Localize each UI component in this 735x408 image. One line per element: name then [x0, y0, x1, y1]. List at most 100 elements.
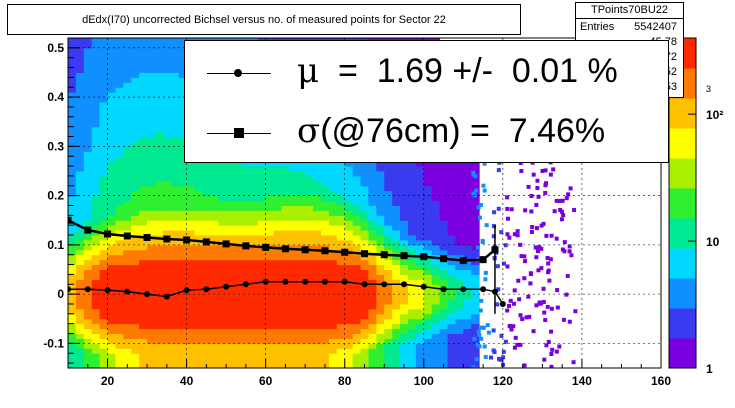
heatmap-cell — [218, 259, 227, 266]
heatmap-cell — [186, 225, 196, 231]
heatmap-cell — [83, 67, 93, 73]
heatmap-cell — [368, 190, 377, 197]
heatmap-cell — [407, 166, 417, 172]
heatmap-cell — [527, 314, 532, 319]
heatmap-cell — [147, 299, 156, 305]
heatmap-cell — [115, 67, 124, 73]
heatmap-cell — [241, 294, 251, 300]
heatmap-cell — [297, 235, 306, 241]
point-sigma — [104, 230, 112, 238]
heatmap-cell — [107, 318, 116, 325]
heatmap-cell — [91, 338, 101, 344]
heatmap-cell — [544, 233, 549, 238]
heatmap-cell — [107, 195, 116, 202]
heatmap-cell — [186, 274, 196, 280]
heatmap-cell — [368, 195, 377, 202]
heatmap-cell — [99, 358, 109, 364]
heatmap-cell — [154, 313, 164, 320]
heatmap-cell — [447, 294, 456, 300]
heatmap-cell — [407, 230, 417, 236]
heatmap-cell — [241, 353, 251, 359]
heatmap-cell — [534, 226, 539, 231]
heatmap-cell — [455, 289, 464, 295]
heatmap-cell — [147, 358, 156, 364]
heatmap-cell — [202, 338, 211, 344]
heatmap-cell — [328, 259, 338, 266]
heatmap-cell — [147, 82, 156, 88]
heatmap-cell — [83, 121, 93, 128]
heatmap-cell — [289, 264, 298, 270]
heatmap-cell — [107, 52, 116, 59]
heatmap-cell — [107, 136, 116, 142]
heatmap-cell — [68, 279, 77, 285]
heatmap-cell — [91, 215, 101, 221]
heatmap-cell — [218, 279, 227, 285]
heatmap-cell — [376, 353, 385, 359]
heatmap-cell — [162, 244, 172, 251]
heatmap-cell — [471, 289, 480, 295]
heatmap-cell — [107, 180, 116, 187]
heatmap-cell — [439, 185, 449, 192]
heatmap-cell — [186, 353, 196, 359]
point-sigma — [163, 235, 171, 243]
heatmap-cell — [344, 323, 354, 330]
heatmap-cell — [273, 328, 282, 335]
heatmap-cell — [384, 299, 393, 305]
heatmap-cell — [407, 215, 417, 221]
heatmap-cell — [83, 294, 93, 300]
heatmap-cell — [495, 264, 500, 269]
heatmap-cell — [400, 205, 409, 211]
heatmap-cell — [352, 239, 362, 246]
heatmap-cell — [83, 333, 93, 339]
heatmap-cell — [115, 303, 124, 310]
heatmap-cell — [289, 215, 298, 221]
heatmap-cell — [210, 333, 219, 339]
heatmap-cell — [170, 299, 180, 305]
heatmap-cell — [115, 47, 124, 54]
heatmap-cell — [265, 333, 275, 339]
heatmap-cell — [226, 343, 235, 349]
heatmap-cell — [471, 225, 480, 231]
heatmap-cell — [439, 210, 449, 216]
heatmap-cell — [123, 102, 132, 108]
heatmap-cell — [463, 225, 472, 231]
heatmap-cell — [162, 289, 172, 295]
heatmap-cell — [186, 244, 196, 251]
heatmap-cell — [531, 172, 536, 177]
heatmap-cell — [115, 72, 124, 78]
heatmap-cell — [368, 299, 377, 305]
heatmap-cell — [123, 215, 132, 221]
point-mean — [124, 288, 131, 295]
heatmap-cell — [543, 183, 548, 188]
heatmap-cell — [249, 235, 259, 241]
heatmap-cell — [178, 333, 188, 339]
heatmap-cell — [360, 190, 369, 197]
heatmap-cell — [107, 220, 116, 226]
heatmap-cell — [368, 225, 377, 231]
heatmap-cell — [147, 97, 156, 103]
heatmap-cell — [297, 259, 306, 266]
heatmap-cell — [257, 358, 267, 364]
heatmap-cell — [360, 225, 369, 231]
heatmap-cell — [463, 333, 472, 339]
heatmap-cell — [178, 57, 188, 64]
heatmap-cell — [455, 353, 464, 359]
heatmap-cell — [186, 175, 196, 182]
heatmap-cell — [289, 166, 298, 172]
heatmap-cell — [376, 205, 385, 211]
heatmap-cell — [75, 239, 85, 246]
heatmap-cell — [154, 141, 164, 147]
heatmap-cell — [234, 284, 243, 290]
heatmap-cell — [313, 308, 322, 315]
heatmap-cell — [115, 313, 124, 320]
heatmap-cell — [257, 303, 267, 310]
heatmap-cell — [407, 294, 417, 300]
heatmap-cell — [162, 259, 172, 266]
heatmap-cell — [455, 313, 464, 320]
heatmap-cell — [99, 363, 109, 368]
heatmap-cell — [344, 259, 354, 266]
heatmap-cell — [139, 175, 148, 182]
point-sigma — [380, 251, 388, 259]
heatmap-cell — [400, 274, 409, 280]
heatmap-cell — [439, 313, 449, 320]
